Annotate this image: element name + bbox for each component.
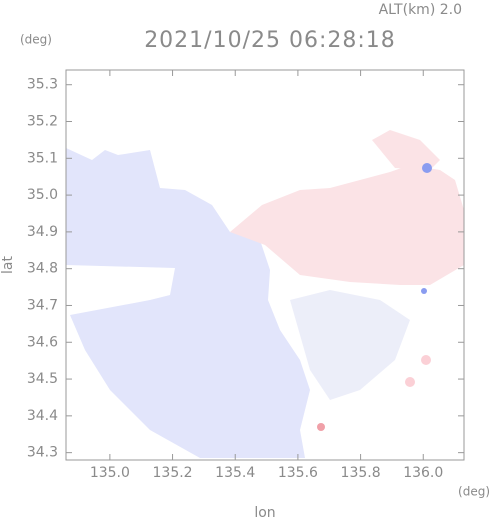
y-tick-label: 34.6 bbox=[27, 334, 58, 350]
y-tick-label: 35.0 bbox=[27, 187, 58, 203]
x-unit: (deg) bbox=[458, 485, 490, 499]
y-unit: (deg) bbox=[20, 33, 52, 47]
y-tick-label: 35.3 bbox=[27, 77, 58, 93]
y-tick-label: 34.5 bbox=[27, 371, 58, 387]
plot-frame bbox=[65, 69, 465, 461]
x-tick-label: 135.8 bbox=[341, 465, 381, 481]
x-tick-label: 136.0 bbox=[403, 465, 443, 481]
y-tick-label: 34.3 bbox=[27, 445, 58, 461]
x-axis-label: lon bbox=[254, 505, 275, 521]
subtitle: ALT(km) 2.0 bbox=[379, 2, 462, 18]
x-tick-label: 135.4 bbox=[215, 465, 255, 481]
y-axis-label: lat bbox=[0, 256, 16, 274]
y-tick-label: 35.2 bbox=[27, 114, 58, 130]
chart-title: 2021/10/25 06:28:18 bbox=[144, 28, 396, 53]
x-tick-label: 135.6 bbox=[278, 465, 318, 481]
x-tick-label: 135.0 bbox=[90, 465, 130, 481]
y-tick-label: 35.1 bbox=[27, 150, 58, 166]
x-tick-label: 135.2 bbox=[153, 465, 193, 481]
radar-field bbox=[66, 130, 464, 458]
y-tick-label: 34.8 bbox=[27, 261, 58, 277]
y-tick-label: 34.7 bbox=[27, 297, 58, 313]
y-tick-label: 34.4 bbox=[27, 408, 58, 424]
y-tick-label: 34.9 bbox=[27, 224, 58, 240]
